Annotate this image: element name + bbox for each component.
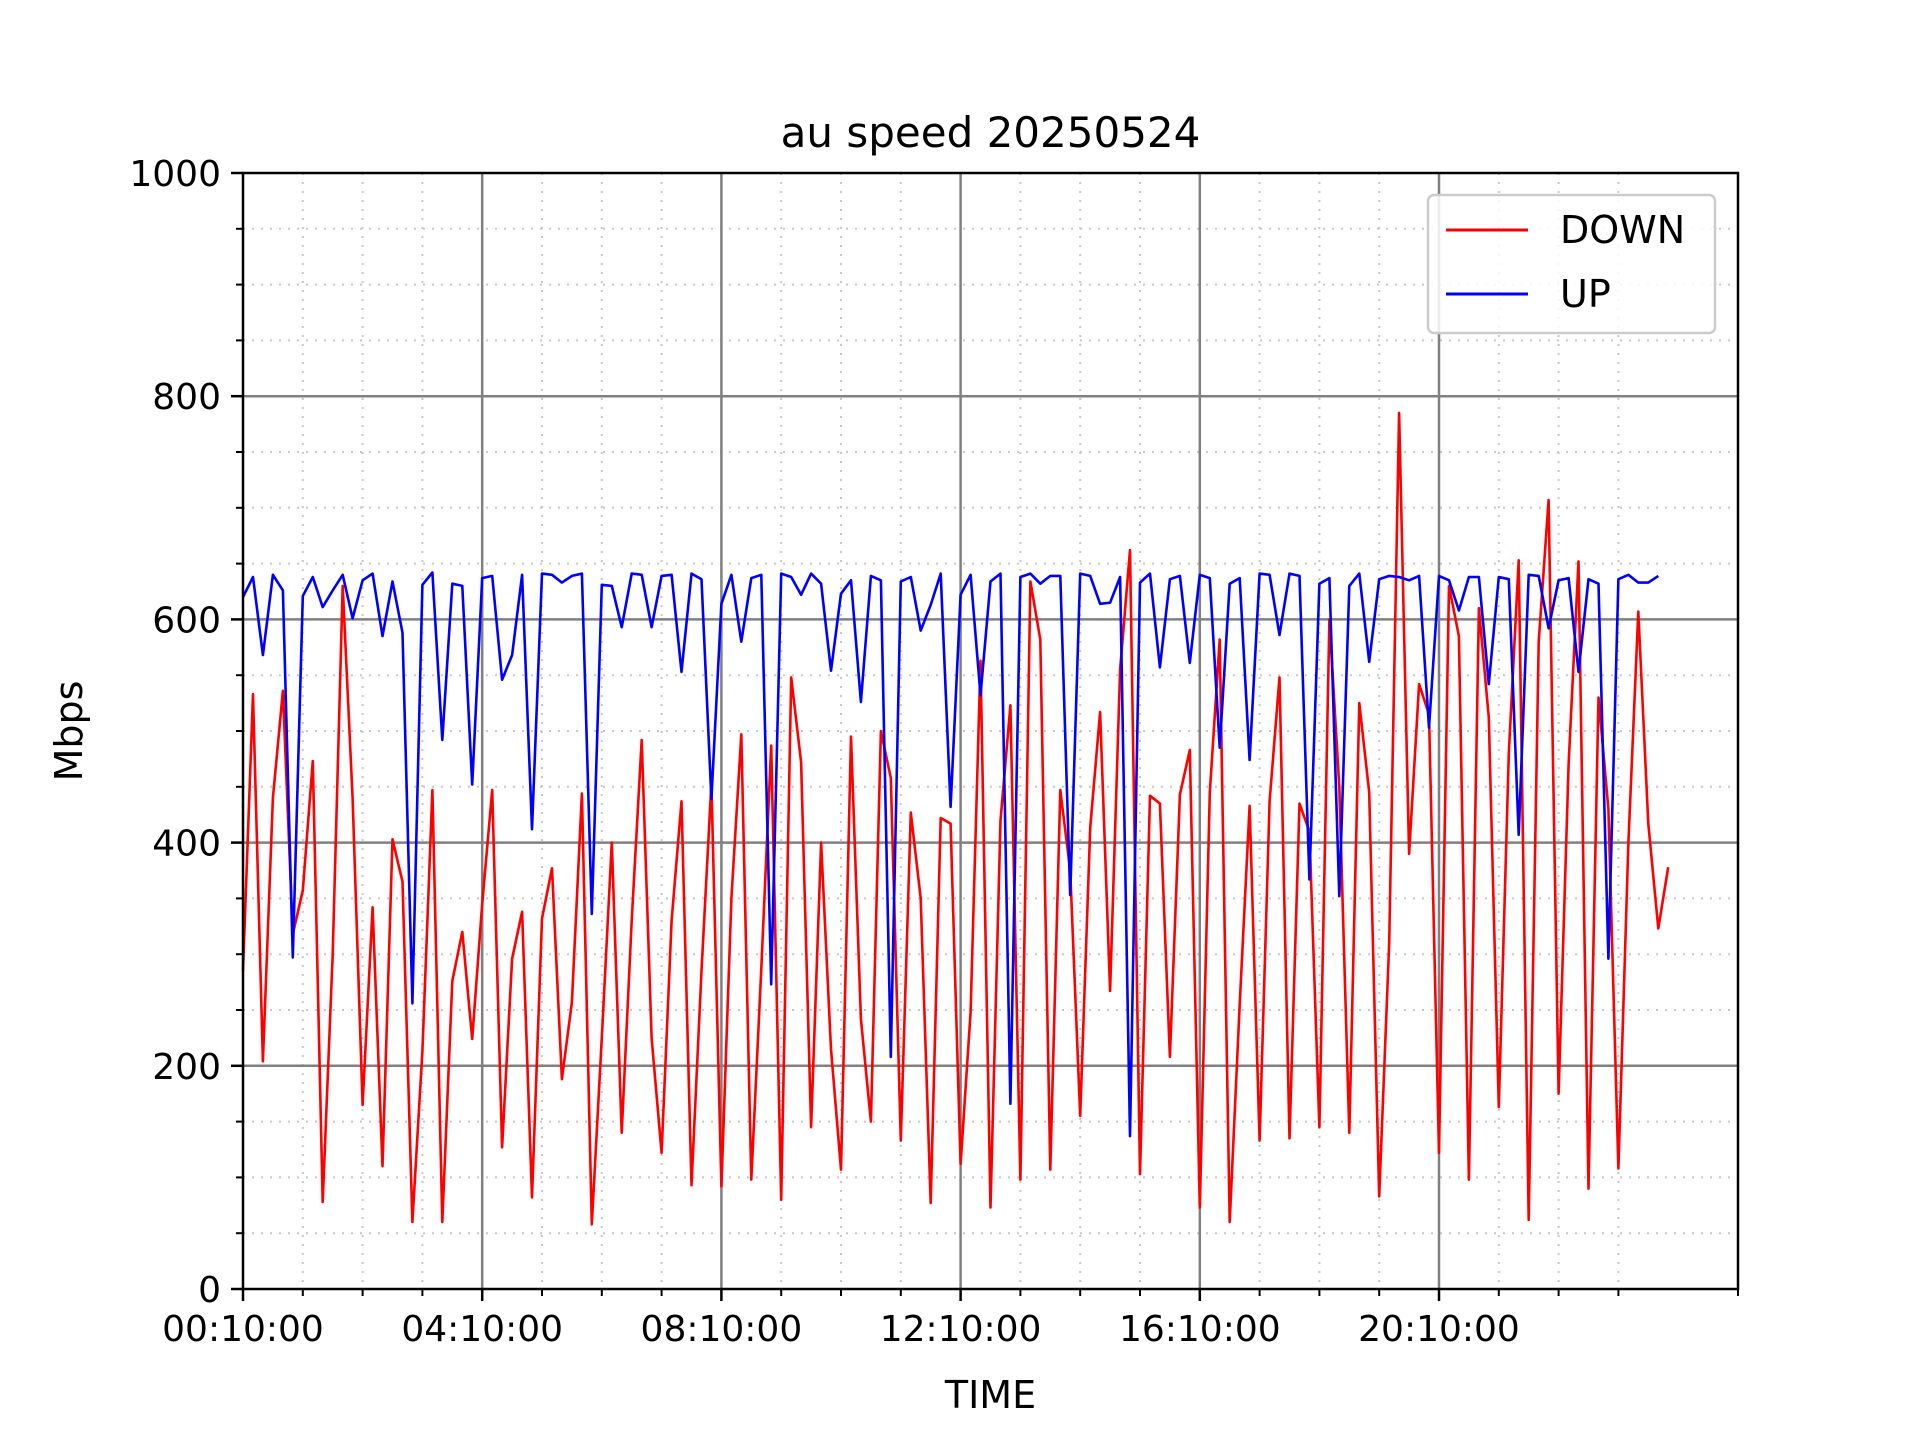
y-tick-label: 600: [152, 600, 221, 641]
minor-grid: [243, 173, 1739, 1289]
x-axis-label: TIME: [944, 1373, 1036, 1417]
y-tick-label: 200: [152, 1047, 221, 1088]
y-tick-label: 1000: [129, 154, 221, 195]
x-tick-label: 16:10:00: [1119, 1309, 1281, 1350]
series-layer: [241, 411, 1670, 1226]
major-grid: [243, 173, 1738, 1289]
ticks-layer: 00:10:00 04:10:00 08:10:00 12:10:00 16:10:00…: [129, 154, 1739, 1350]
legend: DOWN UP: [1426, 193, 1717, 335]
x-tick-label: 04:10:00: [401, 1309, 563, 1350]
y-tick-label: 400: [152, 824, 221, 865]
y-tick-label: 0: [198, 1270, 221, 1311]
x-tick-label: 08:10:00: [641, 1309, 803, 1350]
x-tick-label: 12:10:00: [880, 1309, 1042, 1350]
x-tick-label: 20:10:00: [1358, 1309, 1520, 1350]
legend-label-down: DOWN: [1560, 208, 1685, 252]
y-axis-label: Mbps: [47, 681, 91, 782]
series-line-up: [241, 571, 1660, 1138]
chart-title: au speed 20250524: [781, 108, 1201, 157]
y-tick-label: 800: [152, 377, 221, 418]
legend-label-up: UP: [1560, 272, 1611, 316]
x-tick-label: 00:10:00: [162, 1309, 324, 1350]
series-line-down: [241, 411, 1670, 1226]
